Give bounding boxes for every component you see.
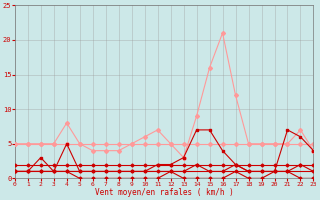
X-axis label: Vent moyen/en rafales ( km/h ): Vent moyen/en rafales ( km/h ) [95,188,234,197]
